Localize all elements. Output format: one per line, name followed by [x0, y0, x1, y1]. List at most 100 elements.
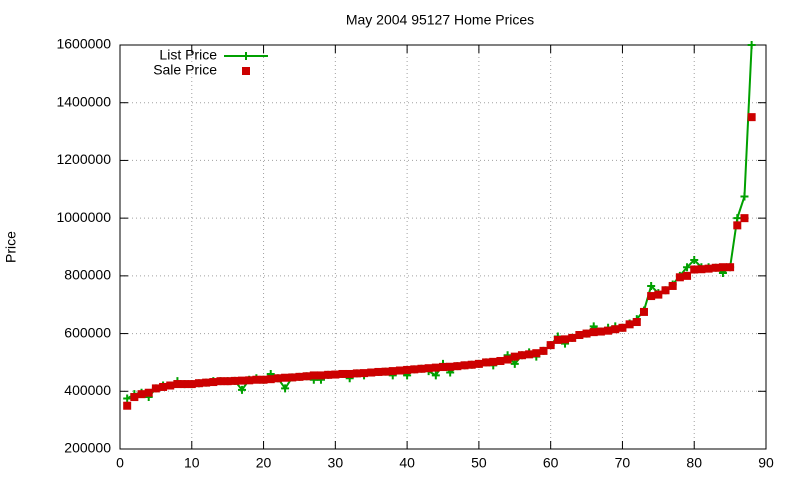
point — [295, 372, 304, 381]
point — [331, 370, 340, 379]
point — [510, 352, 519, 361]
point — [539, 346, 548, 355]
plot-border — [119, 44, 767, 450]
point — [482, 358, 491, 367]
point — [632, 318, 641, 327]
point — [431, 371, 440, 380]
point — [582, 329, 591, 338]
point — [517, 351, 526, 360]
point — [553, 335, 562, 344]
point — [467, 360, 476, 369]
point — [180, 380, 189, 389]
x-tick-label: 60 — [543, 455, 559, 471]
point — [704, 264, 713, 273]
point — [489, 357, 498, 366]
point — [209, 378, 218, 387]
point — [352, 369, 361, 378]
point — [388, 367, 397, 376]
legend-marker — [242, 67, 250, 75]
point — [137, 390, 146, 399]
point — [618, 323, 627, 332]
point — [266, 375, 275, 384]
point — [460, 361, 469, 370]
point — [625, 320, 634, 329]
point — [403, 365, 412, 374]
point — [424, 364, 433, 373]
y-tick-label: 600000 — [64, 324, 111, 340]
point — [561, 335, 570, 344]
point — [668, 281, 677, 290]
legend-label: List Price — [159, 47, 217, 63]
point — [525, 350, 534, 359]
point — [230, 376, 239, 385]
chart-title: May 2004 95127 Home Prices — [346, 12, 534, 28]
point — [747, 113, 756, 122]
point — [360, 369, 369, 378]
legend-marker — [242, 52, 250, 60]
point — [395, 366, 404, 375]
point — [281, 373, 290, 382]
y-tick-label: 1400000 — [56, 93, 111, 109]
point — [216, 377, 225, 386]
point — [711, 263, 720, 272]
point — [223, 377, 232, 386]
x-tick-label: 10 — [184, 455, 200, 471]
point — [245, 376, 254, 385]
point — [474, 359, 483, 368]
point — [194, 379, 203, 388]
series-line — [126, 44, 753, 400]
y-tick-label: 800000 — [64, 267, 111, 283]
point — [431, 363, 440, 372]
y-tick-label: 200000 — [64, 440, 111, 456]
point — [381, 367, 390, 376]
point — [654, 290, 663, 299]
point — [690, 255, 699, 264]
point — [259, 375, 268, 384]
point — [123, 401, 132, 410]
x-tick-label: 40 — [399, 455, 415, 471]
point — [410, 365, 419, 374]
point — [324, 370, 333, 379]
point — [690, 265, 699, 274]
x-tick-label: 20 — [256, 455, 272, 471]
x-tick-label: 90 — [758, 455, 774, 471]
point — [575, 331, 584, 340]
y-tick-label: 1200000 — [56, 151, 111, 167]
point — [647, 281, 656, 290]
point — [374, 367, 383, 376]
point — [726, 263, 735, 272]
point — [546, 341, 555, 350]
point — [683, 271, 692, 280]
point — [159, 382, 168, 391]
point — [130, 393, 139, 402]
point — [510, 359, 519, 368]
legend-label: Sale Price — [153, 62, 217, 78]
point — [238, 385, 247, 394]
point — [202, 378, 211, 387]
point — [252, 375, 261, 384]
point — [144, 388, 153, 397]
x-tick-label: 80 — [686, 455, 702, 471]
point — [661, 286, 670, 295]
point — [281, 384, 290, 393]
point — [273, 374, 282, 383]
point — [718, 263, 727, 272]
point — [238, 376, 247, 385]
x-tick-label: 30 — [328, 455, 344, 471]
point — [288, 373, 297, 382]
point — [316, 371, 325, 380]
y-tick-label: 1000000 — [56, 209, 111, 225]
point — [338, 369, 347, 378]
x-tick-label: 0 — [116, 455, 124, 471]
x-tick-label: 50 — [471, 455, 487, 471]
point — [151, 384, 160, 393]
point — [532, 349, 541, 358]
point — [367, 368, 376, 377]
point — [503, 355, 512, 364]
point — [740, 214, 749, 223]
point — [733, 214, 742, 223]
point — [589, 328, 598, 337]
point — [740, 192, 749, 201]
point — [309, 371, 318, 380]
point — [496, 356, 505, 365]
